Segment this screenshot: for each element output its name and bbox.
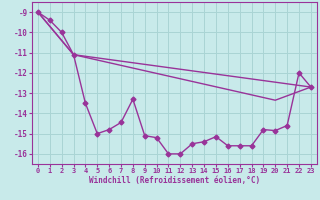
X-axis label: Windchill (Refroidissement éolien,°C): Windchill (Refroidissement éolien,°C): [89, 176, 260, 185]
